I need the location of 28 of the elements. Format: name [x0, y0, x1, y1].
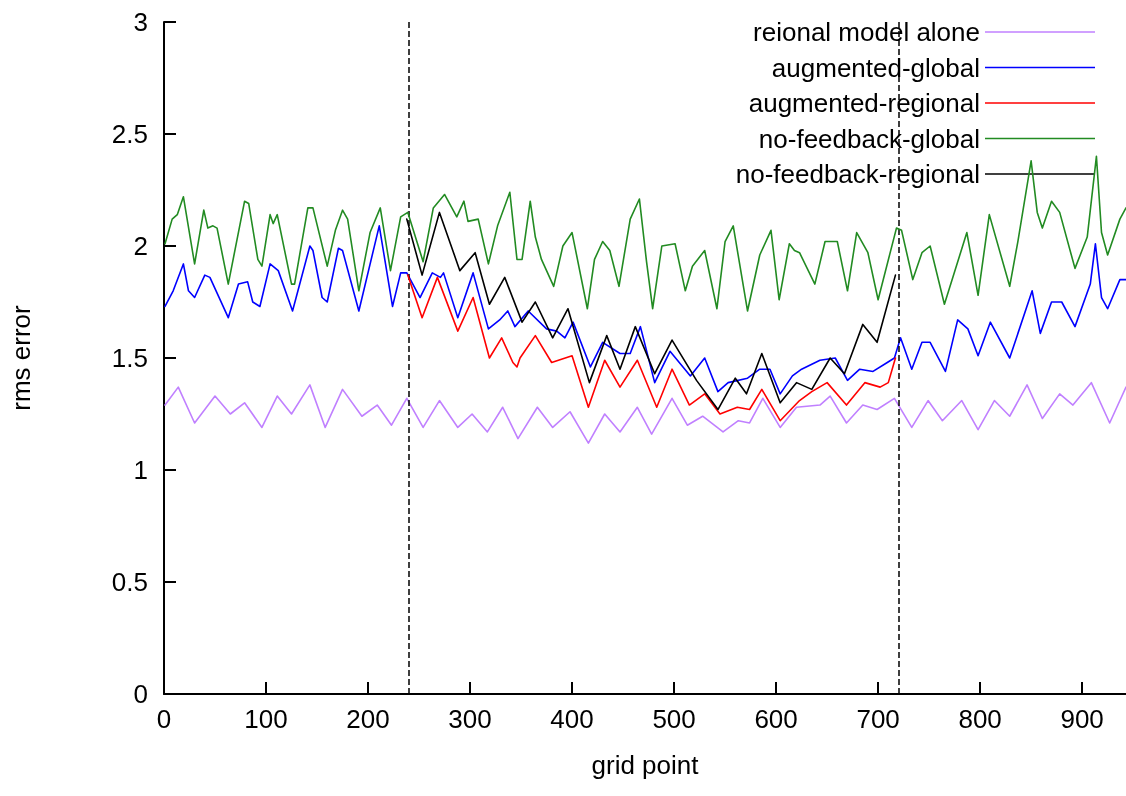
x-tick-label: 0 [156, 704, 172, 734]
y-tick-label: 3 [133, 7, 148, 37]
y-tick-label: 2.5 [111, 119, 148, 149]
x-tick-label: 700 [856, 704, 900, 734]
x-tick-label: 600 [754, 704, 798, 734]
y-tick-label: 0 [133, 679, 148, 709]
line-series [164, 225, 1126, 395]
legend-label: augmented-global [771, 52, 980, 83]
line-series [164, 381, 1126, 444]
line-series [164, 155, 1126, 312]
x-tick-label: 900 [1060, 704, 1104, 734]
legend-label: no-feedback-regional [735, 159, 980, 189]
x-tick-label: 500 [652, 704, 696, 734]
x-tick-label: 200 [346, 704, 390, 734]
y-tick-label: 1.5 [111, 343, 148, 373]
line-series [407, 274, 897, 422]
y-tick-label: 1 [133, 455, 148, 485]
x-axis-title: grid point [591, 750, 700, 780]
x-tick-label: 300 [448, 704, 492, 734]
x-tick-label: 800 [958, 704, 1002, 734]
y-tick-label: 0.5 [111, 567, 148, 597]
legend-label: augmented-regional [748, 88, 980, 118]
x-tick-label: 100 [244, 704, 288, 734]
y-tick-label: 2 [133, 231, 148, 261]
legend-label: reional model alone [753, 17, 980, 47]
x-tick-label: 400 [550, 704, 594, 734]
y-axis-title: rms error [6, 304, 36, 411]
legend-label: no-feedback-global [758, 123, 980, 154]
